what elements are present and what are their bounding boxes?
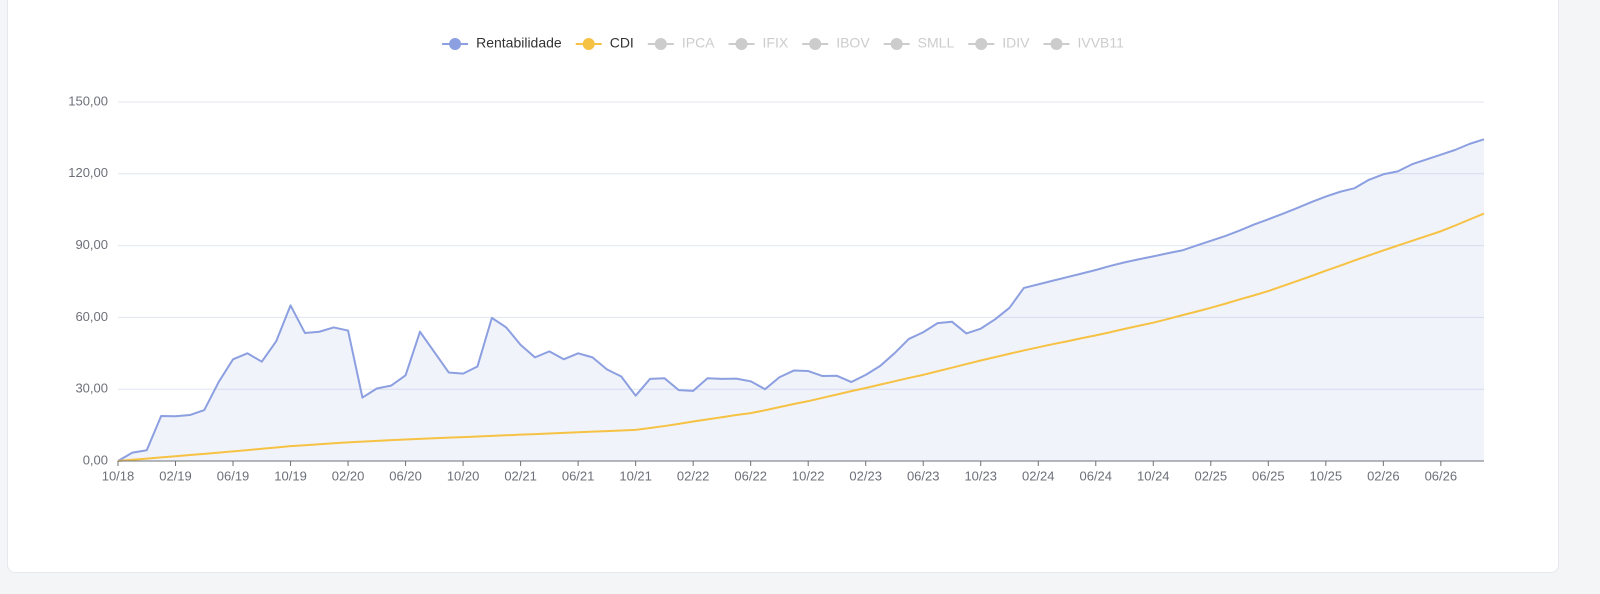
legend-icon <box>654 38 667 50</box>
x-tick-label: 10/18 <box>102 468 135 483</box>
x-tick-label: 10/20 <box>447 468 480 483</box>
series-area <box>118 139 1484 461</box>
x-tick-label: 02/22 <box>677 468 710 483</box>
x-tick-label: 02/25 <box>1195 468 1228 483</box>
legend-text: CDI <box>610 35 634 51</box>
legend-item[interactable]: IFIX <box>728 35 789 51</box>
legend-item[interactable]: IVVB11 <box>1043 35 1124 51</box>
x-tick-label: 10/24 <box>1137 468 1170 483</box>
x-tick-label: 02/23 <box>849 468 882 483</box>
x-tick-label: 06/23 <box>907 468 940 483</box>
legend-item[interactable]: Rentabilidade <box>442 35 562 51</box>
x-tick-label: 02/26 <box>1367 468 1400 483</box>
series-line <box>117 212 1485 462</box>
x-tick-label: 10/21 <box>619 468 652 483</box>
y-tick-label: 0,00 <box>83 452 108 467</box>
x-tick-label: 10/19 <box>274 468 307 483</box>
legend-item[interactable]: IPCA <box>647 35 715 51</box>
y-tick-label: 120,00 <box>68 165 108 180</box>
legend-text: IBOV <box>836 35 870 51</box>
legend-text: Rentabilidade <box>476 35 562 51</box>
series-line <box>117 138 1485 462</box>
legend-icon <box>1050 38 1063 50</box>
chart-card <box>7 0 1559 573</box>
x-tick-label: 02/19 <box>159 468 192 483</box>
legend-item[interactable]: CDI <box>575 35 634 51</box>
x-tick-label: 06/25 <box>1252 468 1285 483</box>
x-tick-label: 10/23 <box>964 468 997 483</box>
legend-icon <box>735 38 748 50</box>
x-tick-label: 10/22 <box>792 468 825 483</box>
x-tick-label: 06/20 <box>389 468 422 483</box>
legend: Rentabilidade CDI IPCA IFIX IBOV SMLL IDIV IVVB… <box>442 35 1124 51</box>
legend-item[interactable]: IDIV <box>968 35 1030 51</box>
legend-item[interactable]: SMLL <box>883 35 955 51</box>
legend-text: IFIX <box>763 35 789 51</box>
x-tick-label: 02/24 <box>1022 468 1055 483</box>
legend-text: IPCA <box>682 35 715 51</box>
legend-icon <box>975 38 988 50</box>
x-tick-label: 06/21 <box>562 468 595 483</box>
x-tick-label: 06/22 <box>734 468 767 483</box>
x-tick-label: 10/25 <box>1310 468 1343 483</box>
x-tick-label: 06/19 <box>217 468 250 483</box>
legend-item[interactable]: IBOV <box>802 35 870 51</box>
legend-icon <box>809 38 822 50</box>
y-tick-label: 150,00 <box>68 93 108 108</box>
x-tick-label: 02/20 <box>332 468 365 483</box>
legend-icon <box>890 38 903 50</box>
legend-text: IDIV <box>1002 35 1030 51</box>
x-tick-label: 06/26 <box>1425 468 1458 483</box>
legend-icon <box>449 38 462 50</box>
y-tick-label: 60,00 <box>75 309 108 324</box>
legend-text: SMLL <box>918 35 955 51</box>
x-tick-label: 06/24 <box>1079 468 1112 483</box>
legend-icon <box>582 38 595 50</box>
x-tick-label: 02/21 <box>504 468 537 483</box>
legend-text: IVVB11 <box>1077 35 1124 51</box>
y-tick-label: 30,00 <box>75 381 108 396</box>
y-tick-label: 90,00 <box>75 237 108 252</box>
